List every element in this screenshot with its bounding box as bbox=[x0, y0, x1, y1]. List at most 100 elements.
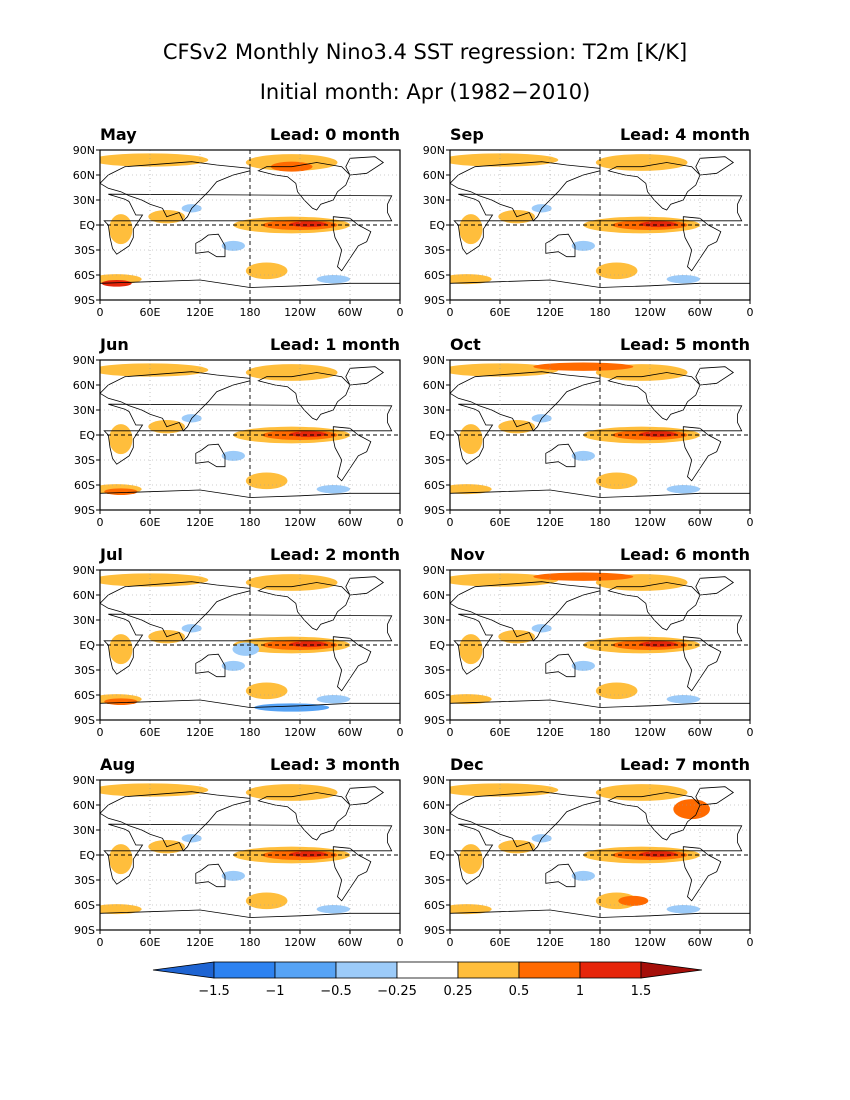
panel-month: Dec bbox=[450, 755, 484, 774]
anomaly-contour bbox=[666, 905, 700, 914]
anomaly-contour bbox=[245, 364, 338, 381]
lon-tick-label: 180 bbox=[590, 306, 611, 319]
coastline bbox=[450, 791, 601, 852]
panel-lead: Lead: 1 month bbox=[269, 335, 400, 354]
coastline bbox=[345, 576, 385, 596]
lat-tick-label: EQ bbox=[79, 849, 95, 862]
lon-tick-label: 120E bbox=[186, 936, 214, 949]
lat-tick-label: 60N bbox=[423, 169, 445, 182]
anomaly-contour bbox=[104, 698, 138, 705]
colorbar: −1.5 −1 −0.5 −0.25 0.25 0.5 1 1.5 bbox=[152, 961, 703, 999]
coastline bbox=[100, 161, 251, 222]
coastline bbox=[695, 156, 735, 176]
colorbar-swatch bbox=[640, 961, 703, 979]
lon-tick-label: 60W bbox=[338, 516, 363, 529]
lat-tick-label: 60N bbox=[73, 169, 95, 182]
figure-subtitle: Initial month: Apr (1982−2010) bbox=[259, 80, 591, 104]
coastline bbox=[345, 786, 385, 806]
lat-tick-label: 30S bbox=[74, 454, 95, 467]
lat-tick-label: 30S bbox=[424, 454, 445, 467]
lon-tick-label: 180 bbox=[240, 936, 261, 949]
lat-tick-label: 60N bbox=[423, 799, 445, 812]
lon-tick-label: 180 bbox=[590, 936, 611, 949]
lon-tick-label: 120E bbox=[536, 516, 564, 529]
anomaly-contour bbox=[109, 844, 133, 875]
colorbar-label: 0.25 bbox=[444, 984, 473, 999]
coastline bbox=[257, 582, 351, 631]
lat-tick-label: 90N bbox=[73, 564, 95, 577]
lat-tick-label: 60S bbox=[424, 689, 445, 702]
anomaly-contour bbox=[290, 431, 327, 438]
anomaly-contour bbox=[450, 904, 492, 915]
coastline bbox=[345, 156, 385, 176]
anomaly-contour bbox=[666, 275, 700, 284]
colorbar-label: −1 bbox=[265, 984, 284, 999]
coastline bbox=[195, 443, 226, 468]
coastline bbox=[100, 371, 251, 432]
anomaly-contour bbox=[640, 851, 677, 858]
coastline bbox=[545, 233, 576, 258]
anomaly-contour bbox=[221, 660, 245, 671]
coastline bbox=[345, 366, 385, 386]
coastline bbox=[607, 792, 701, 841]
coastline bbox=[453, 403, 743, 465]
anomaly-contour bbox=[245, 682, 288, 700]
lon-tick-label: 60E bbox=[490, 516, 511, 529]
coastline bbox=[450, 909, 750, 930]
lon-tick-label: 0 bbox=[747, 726, 754, 739]
panel-month: Aug bbox=[100, 755, 136, 774]
lat-tick-label: 60N bbox=[73, 589, 95, 602]
anomaly-contour bbox=[571, 660, 595, 671]
anomaly-contour bbox=[450, 694, 492, 705]
coastline bbox=[607, 372, 701, 421]
lat-tick-label: EQ bbox=[429, 219, 445, 232]
lat-tick-label: EQ bbox=[429, 429, 445, 442]
lon-tick-label: 60W bbox=[688, 936, 713, 949]
coastline bbox=[103, 613, 393, 675]
anomaly-contour bbox=[316, 485, 350, 494]
colorbar-label: 1 bbox=[576, 984, 584, 999]
lon-tick-label: 120E bbox=[536, 936, 564, 949]
colorbar-swatch bbox=[396, 961, 459, 979]
anomaly-contour bbox=[459, 214, 483, 245]
lat-tick-label: 90S bbox=[74, 714, 95, 727]
lat-tick-label: 60N bbox=[423, 379, 445, 392]
anomaly-contour bbox=[245, 892, 288, 910]
lon-tick-label: 0 bbox=[97, 516, 104, 529]
lon-tick-label: 60W bbox=[688, 516, 713, 529]
lon-tick-label: 60E bbox=[140, 936, 161, 949]
anomaly-contour bbox=[109, 214, 133, 245]
anomaly-contour bbox=[101, 280, 132, 287]
panel-lead: Lead: 4 month bbox=[619, 125, 750, 144]
lat-tick-label: 30N bbox=[423, 194, 445, 207]
anomaly-contour bbox=[533, 362, 634, 371]
lon-tick-label: 60E bbox=[140, 306, 161, 319]
anomaly-contour bbox=[245, 574, 338, 591]
anomaly-contour bbox=[640, 431, 677, 438]
anomaly-contour bbox=[571, 450, 595, 461]
panel-lead: Lead: 0 month bbox=[269, 125, 400, 144]
lon-tick-label: 0 bbox=[397, 936, 404, 949]
coastline bbox=[453, 823, 743, 885]
lon-tick-label: 180 bbox=[240, 516, 261, 529]
anomaly-contour bbox=[316, 905, 350, 914]
lat-tick-label: 30N bbox=[73, 194, 95, 207]
lat-tick-label: EQ bbox=[79, 219, 95, 232]
lon-tick-label: 60W bbox=[338, 726, 363, 739]
anomaly-contour bbox=[450, 484, 492, 495]
lat-tick-label: 60S bbox=[424, 899, 445, 912]
lon-tick-label: 120W bbox=[634, 306, 666, 319]
lat-tick-label: 60S bbox=[74, 269, 95, 282]
colorbar-swatch bbox=[457, 961, 520, 979]
lat-tick-label: 30S bbox=[74, 874, 95, 887]
panel-month: May bbox=[100, 125, 137, 144]
coastline bbox=[607, 162, 701, 211]
anomaly-contour bbox=[640, 641, 677, 648]
coastline bbox=[100, 581, 251, 642]
lon-tick-label: 120E bbox=[536, 306, 564, 319]
coastline bbox=[453, 193, 743, 255]
anomaly-contour bbox=[595, 154, 688, 171]
lon-tick-label: 180 bbox=[240, 726, 261, 739]
